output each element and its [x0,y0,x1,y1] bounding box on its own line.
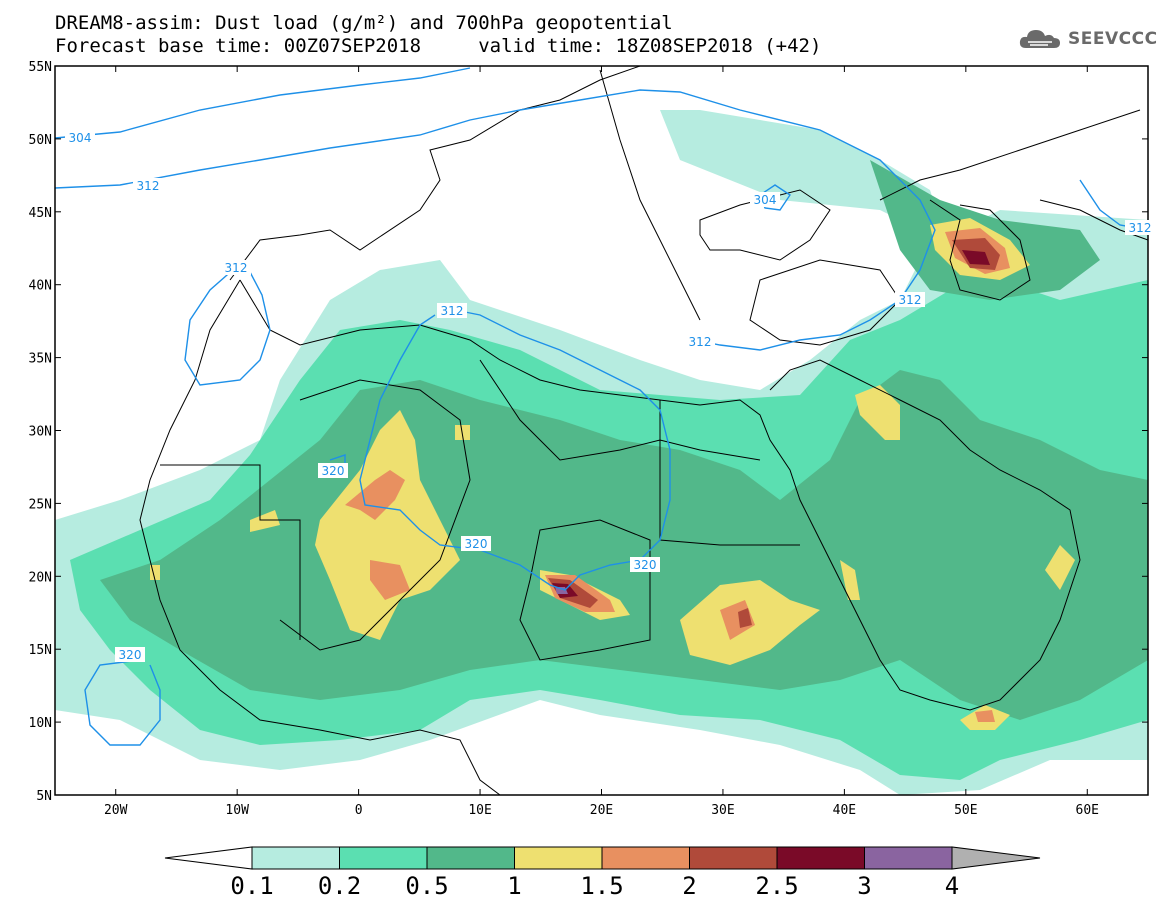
contour-label-bg [437,303,467,318]
contour-label: 304 [754,193,777,207]
contour-label-bg [895,292,925,307]
lon-label: 60E [1076,803,1099,818]
lon-label: 30E [711,803,734,818]
colorbar-label: 2.5 [755,872,799,900]
lon-label: 10W [225,803,249,818]
colorbar-swatch [514,846,603,870]
colorbar-label: 0.1 [230,872,274,900]
colorbar-label: 1.5 [580,872,624,900]
contour-label: 312 [225,261,248,275]
colorbar-under-triangle [164,846,253,870]
colorbar-label: 3 [857,872,872,900]
contour-label-bg [221,260,251,275]
lat-label: 50N [29,133,52,148]
chart-title: DREAM8-assim: Dust load (g/m²) and 700hP… [55,12,673,34]
lat-label: 25N [29,497,52,512]
lat-label: 5N [36,789,52,804]
longitude-labels: 20W 10W 0 10E 20E 30E 40E 50E 60E [104,803,1099,818]
geopotential-contours [55,67,1148,746]
contour-label: 320 [634,558,657,572]
contour-labels: 304 312 312 304 312 320 320 320 320 312 312 312 [65,130,1155,662]
lon-label: 10E [468,803,491,818]
lat-label: 35N [29,352,52,367]
contour-label-bg [133,178,163,193]
colorbar-label: 4 [944,872,960,900]
colorbar-label: 2 [682,872,697,900]
lon-label: 20W [104,803,128,818]
dust-band-3 [555,587,568,594]
contour-label-bg [750,192,780,207]
latitude-labels: 55N 50N 45N 40N 35N 30N 25N 20N 15N 10N 5N [29,60,52,804]
contour-label: 312 [899,293,922,307]
colorbar-label: 0.2 [317,872,362,900]
lat-label: 20N [29,570,52,585]
cloud-icon [1019,30,1060,48]
logo-text: SEEVCCC [1068,29,1158,49]
contour-label-bg [1125,220,1155,235]
chart-subtitle: Forecast base time: 00Z07SEP2018 valid t… [55,35,822,57]
dust-shading [55,66,1148,795]
lat-label: 15N [29,643,52,658]
seevccc-logo: SEEVCCC [1018,28,1158,50]
contour-label: 304 [69,131,92,145]
lon-label: 0 [355,803,363,818]
colorbar [164,846,1041,870]
contour-label: 312 [441,304,464,318]
contour-label: 320 [119,648,142,662]
colorbar-swatch [251,846,340,870]
contour-label: 312 [137,179,160,193]
colorbar-swatch [601,846,690,870]
colorbar-swatch [776,846,865,870]
contour-label: 320 [465,537,488,551]
lat-label: 40N [29,279,52,294]
colorbar-label: 1 [507,872,522,900]
colorbar-over-triangle [951,846,1041,870]
lat-label: 45N [29,206,52,221]
lat-label: 10N [29,716,52,731]
axis-ticks [55,65,1148,796]
lat-label: 30N [29,425,52,440]
coastlines [139,66,1148,795]
contour-label-bg [115,647,145,662]
contour-label-bg [318,463,348,478]
contour-label-bg [461,536,491,551]
contour-label: 312 [689,335,712,349]
contour-label-bg [685,334,715,349]
contour-label: 320 [322,464,345,478]
colorbar-swatch [426,846,515,870]
contour-label-bg [630,557,660,572]
colorbar-swatch [689,846,778,870]
colorbar-label: 0.5 [405,872,449,900]
lon-label: 50E [954,803,977,818]
lon-label: 40E [833,803,856,818]
contour-label: 312 [1129,221,1152,235]
colorbar-swatch [864,846,953,870]
contour-label-bg [65,130,95,145]
lon-label: 20E [590,803,613,818]
lat-label: 55N [29,60,52,75]
colorbar-swatch [339,846,428,870]
